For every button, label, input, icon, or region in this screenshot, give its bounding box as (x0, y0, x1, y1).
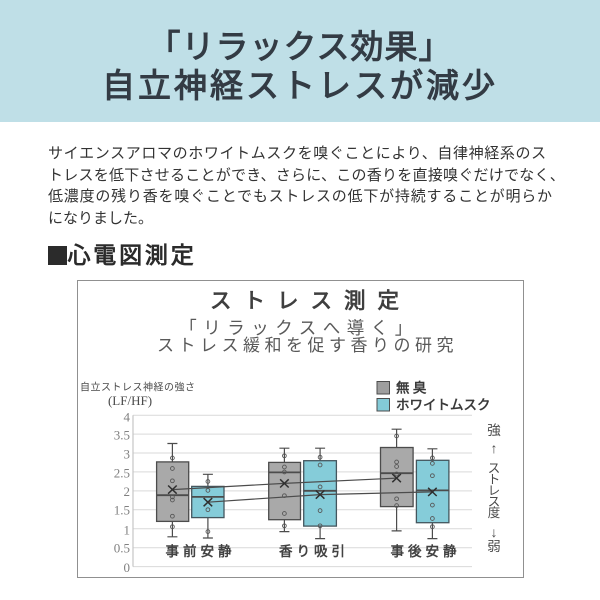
svg-text:「リラックスへ導く」: 「リラックスへ導く」 (179, 318, 418, 338)
svg-text:ス: ス (488, 495, 501, 509)
svg-text:レ: レ (488, 484, 501, 498)
svg-text:1: 1 (124, 522, 131, 537)
svg-text:弱: 弱 (487, 539, 501, 554)
svg-text:事後安静: 事後安静 (391, 543, 461, 559)
svg-text:自立ストレス神経の強さ: 自立ストレス神経の強さ (80, 381, 196, 394)
svg-text:2.5: 2.5 (114, 465, 130, 480)
svg-text:2: 2 (124, 484, 131, 499)
svg-text:↑: ↑ (491, 442, 498, 457)
svg-text:ストレス測定: ストレス測定 (210, 289, 411, 313)
svg-text:ス: ス (488, 461, 501, 475)
svg-text:ホワイトムスク: ホワイトムスク (396, 398, 491, 413)
svg-text:ストレス緩和を促す香りの研究: ストレス緩和を促す香りの研究 (157, 336, 458, 355)
svg-text:(LF/HF): (LF/HF) (108, 393, 152, 408)
svg-text:1.5: 1.5 (114, 502, 130, 517)
svg-text:↓: ↓ (491, 526, 498, 541)
svg-text:0: 0 (124, 560, 131, 575)
svg-text:4: 4 (124, 409, 131, 424)
svg-text:香り吸引: 香り吸引 (278, 543, 349, 559)
svg-text:強: 強 (487, 423, 501, 438)
svg-text:ト: ト (488, 473, 501, 487)
svg-text:度: 度 (488, 505, 501, 520)
svg-text:事前安静: 事前安静 (166, 543, 236, 559)
svg-text:無 臭: 無 臭 (396, 380, 427, 396)
svg-text:3: 3 (124, 446, 131, 461)
svg-text:3.5: 3.5 (114, 427, 130, 442)
svg-text:0.5: 0.5 (114, 541, 130, 556)
